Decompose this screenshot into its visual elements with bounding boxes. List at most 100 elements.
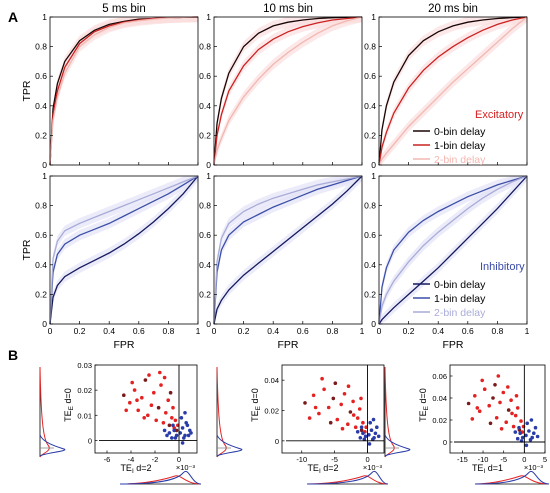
scatter-xticklabel-3-1: -10 xyxy=(478,455,489,464)
roc-xlabel-5: FPR xyxy=(278,339,299,351)
legend-excitatory-item-2: 2-bin delay xyxy=(434,154,486,166)
roc-xticklabel-5-0: 0 xyxy=(212,326,217,336)
roc-xticklabel-5-5: 1 xyxy=(360,326,365,336)
scatter-point-exc-3-28 xyxy=(496,374,501,378)
roc-yticklabel-5-5: 1 xyxy=(206,171,211,181)
scatter-point-exc-3-23 xyxy=(499,427,504,431)
scatter-xticklabel-1-3: 0 xyxy=(177,455,181,464)
scatter-point-exc-2-20 xyxy=(333,381,338,386)
roc-line-6-2 xyxy=(378,175,528,325)
scatter-point-exc-1-8 xyxy=(152,390,156,395)
scatter-point-inh-2-11 xyxy=(362,437,367,442)
scatter-point-exc-1-12 xyxy=(161,421,166,425)
roc-panel-1: 0 0.2 0.4 0.6 0.8 1 5 ms bin TPR xyxy=(21,3,199,170)
scatter-point-exc-1-15 xyxy=(167,423,172,428)
marginal-x-inh-2 xyxy=(306,470,389,485)
scatter-point-exc-1-19 xyxy=(173,418,178,423)
marginal-y-inh-2 xyxy=(216,434,243,457)
scatter-point-exc-1-4 xyxy=(140,395,144,400)
roc-line-2-0 xyxy=(213,16,363,166)
scatter-xlabel-3: TEI d=1 xyxy=(472,463,503,475)
legend-inhibitory-item-2: 2-bin delay xyxy=(434,307,486,319)
scatter-yticklabel-3-2: 0.04 xyxy=(432,394,447,403)
scatter-point-exc-1-27 xyxy=(142,416,146,420)
roc-xticklabel-6-5: 1 xyxy=(525,326,530,336)
roc-panel-6: 0 0.2 0.4 0.6 0.8 1 0 0.2 0.4 0.6 0.8 1 FPR xyxy=(364,171,529,351)
scatter-panel-3: -15 -10 -5 0 5 0 0.02 0.04 0.06 ×10⁻³ TEI d=1 TEE d… xyxy=(384,364,550,485)
roc-xticklabel-5-3: 0.6 xyxy=(297,326,309,336)
roc-xticklabel-5-4: 0.8 xyxy=(326,326,338,336)
roc-yticklabel-1-0: 0 xyxy=(42,160,47,170)
scatter-point-inh-3-8 xyxy=(515,436,520,441)
scatter-point-inh-1-7 xyxy=(184,421,188,425)
scatter-point-exc-1-29 xyxy=(124,408,128,413)
roc-line-1-0 xyxy=(49,16,199,166)
scatter-point-exc-2-5 xyxy=(331,396,336,401)
scatter-xexp-3: ×10⁻³ xyxy=(524,463,544,472)
scatter-point-inh-1-17 xyxy=(162,428,167,433)
roc-yticklabel-3-0: 0 xyxy=(371,160,376,170)
scatter-yticklabel-3-1: 0.02 xyxy=(432,416,447,425)
scatter-point-exc-3-13 xyxy=(513,413,518,418)
scatter-point-inh-1-6 xyxy=(182,436,186,440)
scatter-point-inh-2-15 xyxy=(359,425,364,430)
roc-band-1-0 xyxy=(50,17,198,165)
roc-line-3-2 xyxy=(378,16,528,166)
roc-line-4-0 xyxy=(49,175,199,325)
scatter-point-inh-1-12 xyxy=(167,431,172,435)
roc-band-3-2 xyxy=(379,17,527,165)
scatter-point-exc-2-2 xyxy=(317,411,321,416)
scatter-point-exc-3-24 xyxy=(514,394,519,398)
panel-label-a: A xyxy=(8,9,18,25)
roc-yticklabel-2-2: 0.4 xyxy=(199,101,211,111)
scatter-point-exc-1-1 xyxy=(128,400,132,405)
roc-xticklabel-6-0: 0 xyxy=(377,326,382,336)
scatter-xticklabel-3-4: 5 xyxy=(543,455,547,464)
roc-xlabel-6: FPR xyxy=(443,339,464,351)
scatter-point-exc-2-23 xyxy=(340,426,345,431)
roc-yticklabel-2-3: 0.6 xyxy=(199,71,211,81)
scatter-point-exc-1-9 xyxy=(154,418,158,423)
roc-yticklabel-6-2: 0.4 xyxy=(364,260,376,270)
scatter-point-exc-1-24 xyxy=(130,380,134,385)
roc-band-6-1 xyxy=(379,176,527,324)
marginal-y-exc-2 xyxy=(216,366,227,458)
roc-panel-4: 0 0.2 0.4 0.6 0.8 1 0 0.2 0.4 0.6 0.8 1 FPR TPR xyxy=(21,171,201,351)
roc-yticklabel-4-1: 0.2 xyxy=(35,289,47,299)
marginal-y-inh-3 xyxy=(384,434,411,457)
roc-band-4-0 xyxy=(50,176,198,324)
scatter-frame-2 xyxy=(281,364,385,454)
roc-ylabel-1: TPR xyxy=(21,80,33,101)
roc-yticklabel-3-4: 0.8 xyxy=(364,42,376,52)
legend-inhibitory-item-1: 1-bin delay xyxy=(434,293,486,305)
scatter-point-exc-3-20 xyxy=(493,383,497,387)
scatter-point-inh-2-4 xyxy=(368,420,373,425)
roc-yticklabel-2-0: 0 xyxy=(206,160,211,170)
scatter-point-inh-1-5 xyxy=(179,416,184,420)
roc-band-1-1 xyxy=(50,17,198,165)
scatter-frame-1 xyxy=(94,364,198,454)
scatter-point-exc-3-16 xyxy=(519,419,523,423)
scatter-point-inh-2-3 xyxy=(375,425,379,430)
scatter-point-exc-1-26 xyxy=(162,375,167,380)
roc-yticklabel-2-4: 0.8 xyxy=(199,42,211,52)
scatter-point-inh-1-18 xyxy=(183,411,187,415)
roc-yticklabel-3-1: 0.2 xyxy=(364,130,376,140)
scatter-ylabel-2: TEE d=0 xyxy=(250,388,262,422)
scatter-panel-1: -6 -4 -2 0 0 0.01 0.02 0.03 ×10⁻³ TEI d=2 TEE d=0 xyxy=(39,361,202,485)
roc-frame-3 xyxy=(378,16,528,166)
scatter-point-inh-1-19 xyxy=(171,423,175,428)
scatter-point-exc-2-4 xyxy=(326,405,331,410)
scatter-point-exc-3-27 xyxy=(510,411,514,416)
scatter-point-exc-3-25 xyxy=(488,421,493,426)
scatter-point-exc-1-25 xyxy=(168,390,173,395)
scatter-point-exc-2-10 xyxy=(348,410,353,414)
scatter-point-exc-3-6 xyxy=(494,416,499,420)
scatter-point-exc-3-14 xyxy=(515,406,520,410)
roc-line-5-1 xyxy=(213,175,363,325)
scatter-point-exc-1-10 xyxy=(156,405,161,410)
roc-xticklabel-4-4: 0.8 xyxy=(162,326,174,336)
roc-yticklabel-5-4: 0.8 xyxy=(199,201,211,211)
scatter-point-inh-1-10 xyxy=(172,428,176,433)
